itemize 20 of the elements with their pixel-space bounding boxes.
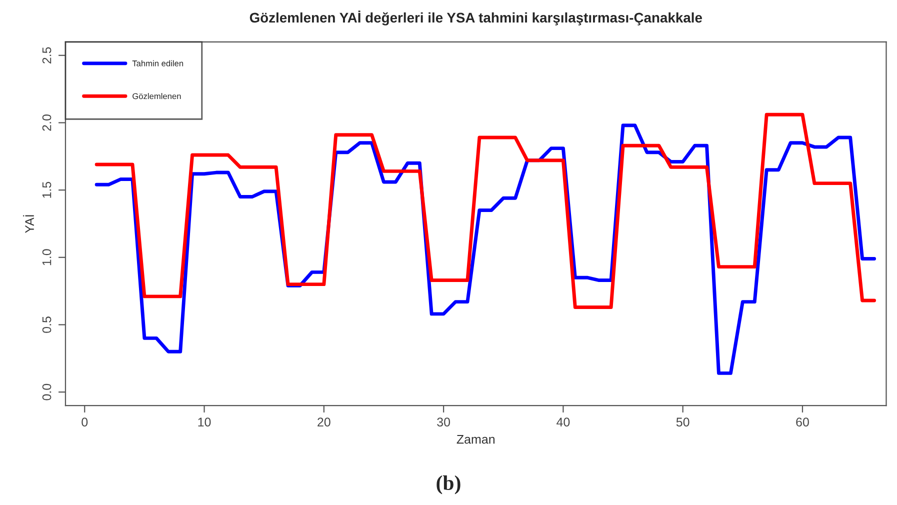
x-tick-label: 60 (796, 418, 809, 426)
y-tick-label: 2.5 (42, 47, 52, 64)
y-tick-label: 2.0 (42, 114, 52, 131)
x-tick-label: 30 (437, 418, 450, 426)
x-axis-title: Zaman (456, 434, 494, 444)
legend-label: Tahmin edilen (132, 60, 184, 66)
x-tick-label: 50 (676, 418, 690, 426)
text: (b) (436, 475, 460, 494)
x-tick-label: 20 (318, 418, 330, 426)
chart-title: Gözlemlenen YAİ değerleri ile YSA tahmini karşılaştırması-Çanakkale (250, 10, 702, 26)
y-axis-title: YAİ (23, 215, 34, 234)
legend-label: Gözlemlenen (132, 93, 181, 100)
y-tick-label: 1.5 (42, 182, 52, 198)
line-series (94, 112, 876, 309)
y-tick-label: 0.0 (42, 384, 52, 400)
y-tick-label: 0.5 (42, 316, 52, 333)
x-tick-label: 0 (82, 418, 88, 426)
x-tick-label: 40 (556, 418, 570, 426)
x-tick-label: 10 (198, 418, 211, 426)
y-tick-label: 1.0 (42, 249, 52, 266)
